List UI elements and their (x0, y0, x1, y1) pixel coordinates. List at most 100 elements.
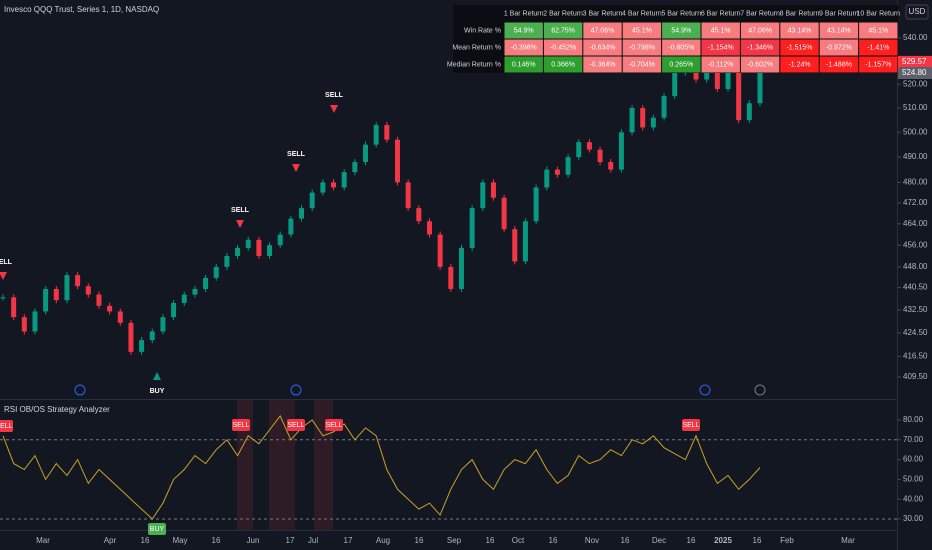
candle (373, 124, 379, 145)
candle (331, 182, 337, 188)
signal-badge (682, 419, 700, 431)
table-cell (504, 56, 543, 73)
cell-value: 0.366% (551, 61, 575, 68)
x-tick-label: Mar (36, 536, 50, 545)
candle (384, 124, 390, 140)
cell-value: -0.398% (511, 44, 537, 51)
table-header: 10 Bar Return (857, 10, 901, 17)
candle (725, 65, 731, 89)
candle (586, 142, 592, 150)
x-tick-label: 16 (687, 536, 696, 545)
table-cell (859, 39, 898, 56)
y-tick-label: 540.00 (903, 33, 928, 42)
candle (640, 108, 646, 128)
table-cell (701, 22, 740, 39)
cell-value: 54.9% (514, 27, 534, 34)
signal-label: SELL (325, 92, 344, 99)
dividend-icon[interactable] (74, 384, 86, 396)
sell-zone (237, 400, 253, 530)
signal-badge (287, 419, 305, 431)
table-header: 8 Bar Return (780, 10, 820, 17)
table-cell (504, 39, 543, 56)
candle (139, 340, 145, 352)
cell-value: -1.515% (786, 44, 812, 51)
table-cell (780, 56, 819, 73)
candle (405, 182, 411, 209)
candle (224, 255, 230, 267)
candle (533, 187, 539, 222)
y-tick-label: 50.00 (903, 475, 924, 484)
candle (309, 192, 315, 209)
x-tick-label: Aug (376, 536, 390, 545)
y-tick-label: 440.50 (903, 283, 928, 292)
cell-value: 45.1% (711, 27, 731, 34)
x-tick-label: 16 (549, 536, 558, 545)
currency-button[interactable] (905, 4, 929, 20)
row-label: Median Return % (447, 61, 501, 68)
cell-value: 43.14% (788, 27, 812, 34)
cell-value: 0.265% (669, 61, 693, 68)
table-cell (740, 56, 780, 73)
cell-value: -1.24% (788, 61, 810, 68)
candle (576, 142, 582, 158)
table-header: 5 Bar Return (661, 10, 701, 17)
table-header: 3 Bar Return (583, 10, 623, 17)
table-cell (662, 56, 701, 73)
dividend-icon[interactable] (699, 384, 711, 396)
candle (469, 208, 475, 248)
y-tick-label: 409.50 (903, 372, 928, 381)
table-cell (662, 22, 701, 39)
dividend-icon[interactable] (290, 384, 302, 396)
cell-value: -1.41% (867, 44, 889, 51)
candle (277, 234, 283, 246)
cell-value: 47.06% (591, 27, 615, 34)
table-cell (819, 39, 859, 56)
x-tick-label: 16 (212, 536, 221, 545)
candle (650, 117, 656, 128)
candle (363, 144, 369, 163)
candle (171, 302, 177, 318)
table-cell (701, 39, 740, 56)
candle (426, 221, 432, 235)
table-cell (819, 56, 859, 73)
table-cell (504, 22, 543, 39)
table-cell (701, 56, 740, 73)
candle (554, 169, 560, 175)
cell-value: -1.157% (865, 61, 891, 68)
table-cell (859, 22, 898, 39)
signal-badge (148, 523, 166, 535)
signal-label: SELL (325, 422, 342, 429)
table-cell (662, 39, 701, 56)
y-tick-label: 70.00 (903, 435, 924, 444)
x-tick-label: Dec (652, 536, 666, 545)
candle (128, 322, 134, 352)
candle (96, 294, 102, 306)
cell-value: -0.634% (589, 44, 615, 51)
cell-value: 62.75% (551, 27, 575, 34)
x-tick-label: Apr (104, 536, 117, 545)
signal-label: SELL (0, 259, 13, 266)
currency[interactable]: USD (909, 7, 926, 16)
signal-label: SELL (0, 423, 13, 430)
candle (288, 218, 294, 235)
sell-arrow (236, 220, 244, 228)
cell-value: -0.972% (826, 44, 852, 51)
signal-badge (0, 420, 13, 432)
x-tick-label: Nov (585, 536, 599, 545)
cell-value: -0.805% (668, 44, 694, 51)
y-tick-label: 500.00 (903, 127, 928, 136)
candle (299, 208, 305, 219)
candle (597, 149, 603, 163)
table-cell (780, 22, 819, 39)
candle (341, 172, 347, 188)
candle (544, 169, 550, 188)
x-tick-label: Mar (841, 536, 855, 545)
cell-value: 45.1% (868, 27, 888, 34)
x-tick-label: 16 (753, 536, 762, 545)
candle (64, 275, 70, 301)
price-tag (898, 66, 932, 79)
event-icon[interactable] (754, 384, 766, 396)
cell-value: -0.452% (550, 44, 576, 51)
